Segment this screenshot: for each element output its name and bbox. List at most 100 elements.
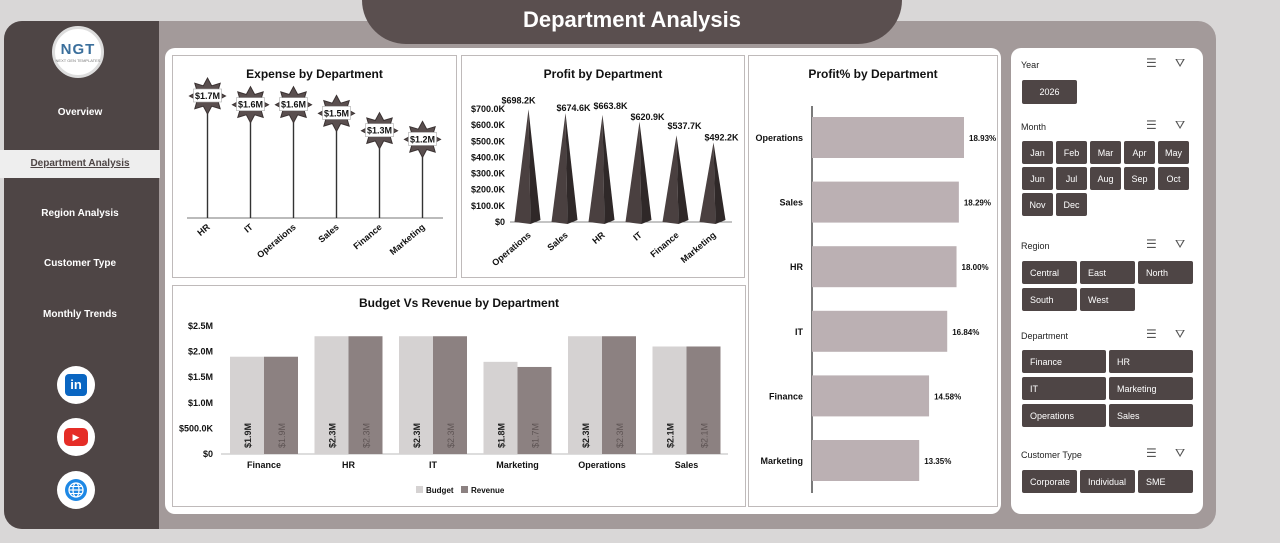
- slicer-year-2026[interactable]: 2026: [1022, 80, 1077, 104]
- slicer-department-hr[interactable]: HR: [1109, 350, 1193, 373]
- profit-pct-category-label: Sales: [779, 198, 803, 208]
- profit-category-label: Finance: [648, 230, 680, 260]
- profit-pct-bar: [812, 375, 930, 417]
- slicer-month-nov[interactable]: Nov: [1022, 193, 1053, 216]
- br-y-tick: $2.5M: [188, 321, 213, 331]
- profit-pct-bar: [812, 440, 920, 481]
- multi-select-icon[interactable]: ☰: [1146, 446, 1157, 460]
- profit-spike-right: [565, 113, 578, 224]
- slicer-region-north[interactable]: North: [1138, 261, 1193, 284]
- expense-category-label: Finance: [351, 222, 383, 252]
- revenue-data-label: $2.3M: [362, 423, 372, 448]
- slicer-month-jan[interactable]: Jan: [1022, 141, 1053, 164]
- slicer-department-finance[interactable]: Finance: [1022, 350, 1106, 373]
- profit-data-label: $698.2K: [501, 95, 536, 105]
- profit-pct-category-label: Marketing: [760, 456, 803, 466]
- profit-spike-left: [625, 121, 642, 224]
- slicer-month-feb[interactable]: Feb: [1056, 141, 1087, 164]
- profit-pct-category-label: Finance: [769, 391, 803, 401]
- slicer-department-marketing[interactable]: Marketing: [1109, 377, 1193, 400]
- profit-spike-right: [713, 142, 726, 224]
- profit-pct-data-label: 18.93%: [969, 134, 996, 143]
- br-category-label: Operations: [578, 460, 626, 470]
- multi-select-icon[interactable]: ☰: [1146, 118, 1157, 132]
- br-y-tick: $500.0K: [179, 423, 214, 433]
- slicer-month-dec[interactable]: Dec: [1056, 193, 1087, 216]
- br-category-label: IT: [429, 460, 438, 470]
- slicer-month-oct[interactable]: Oct: [1158, 167, 1189, 190]
- profit-pct-category-label: HR: [790, 262, 803, 272]
- slicer-region-east[interactable]: East: [1080, 261, 1135, 284]
- slicer-month-jun[interactable]: Jun: [1022, 167, 1053, 190]
- slicer-year-title: Year: [1021, 60, 1040, 70]
- profit-y-tick: $700.0K: [471, 104, 506, 114]
- profit-spike-right: [602, 114, 615, 224]
- profit-chart: $0 $100.0K $200.0K $300.0K $400.0K $500.0K $60…: [471, 95, 739, 268]
- slicer-month-aug[interactable]: Aug: [1090, 167, 1121, 190]
- revenue-data-label: $2.3M: [615, 423, 625, 448]
- clear-filter-icon[interactable]: ⛛: [1175, 327, 1186, 341]
- expense-data-label: $1.2M: [410, 134, 435, 144]
- multi-select-icon[interactable]: ☰: [1146, 237, 1157, 251]
- budget-data-label: $2.1M: [666, 423, 676, 448]
- budget-data-label: $1.8M: [497, 423, 507, 448]
- slicer-department-operations[interactable]: Operations: [1022, 404, 1106, 427]
- nav-item-monthly-trends[interactable]: Monthly Trends: [43, 309, 117, 320]
- profit-y-tick: $400.0K: [471, 152, 506, 162]
- revenue-data-label: $1.9M: [277, 423, 287, 448]
- br-legend-swatch: [461, 486, 468, 493]
- multi-select-icon[interactable]: ☰: [1146, 56, 1157, 70]
- clear-filter-icon[interactable]: ⛛: [1175, 118, 1186, 132]
- multi-select-icon[interactable]: ☰: [1146, 327, 1157, 341]
- profit-spike-right: [639, 121, 652, 224]
- revenue-bar: [602, 336, 636, 454]
- slicer-customer-type-corporate[interactable]: Corporate: [1022, 470, 1077, 493]
- profit-spike-right: [676, 135, 689, 224]
- nav-item-department-analysis[interactable]: Department Analysis: [0, 150, 160, 178]
- budget-revenue-card: Budget Vs Revenue by Department $0 $500.0…: [172, 285, 746, 507]
- br-y-tick: $1.0M: [188, 398, 213, 408]
- profit-y-tick: $500.0K: [471, 136, 506, 146]
- slicer-month-jul[interactable]: Jul: [1056, 167, 1087, 190]
- logo-text: NGT: [60, 41, 96, 58]
- slicer-month-apr[interactable]: Apr: [1124, 141, 1155, 164]
- profit-pct-data-label: 14.58%: [934, 392, 961, 401]
- expense-label-box: [408, 132, 437, 146]
- slicer-region-west[interactable]: West: [1080, 288, 1135, 311]
- expense-data-label: $1.5M: [324, 108, 349, 118]
- budget-data-label: $2.3M: [581, 423, 591, 448]
- nav-item-region-analysis[interactable]: Region Analysis: [41, 208, 119, 219]
- br-y-tick: $1.5M: [188, 372, 213, 382]
- linkedin-button[interactable]: in: [57, 366, 95, 404]
- profit-y-tick: $200.0K: [471, 185, 506, 195]
- budget-bar: [399, 336, 433, 454]
- slicer-department-sales[interactable]: Sales: [1109, 404, 1193, 427]
- slicer-month-sep[interactable]: Sep: [1124, 167, 1155, 190]
- expense-card: Expense by Department $1.7M HR $1.6M IT $1.6…: [172, 55, 457, 278]
- budget-data-label: $2.3M: [328, 423, 338, 448]
- nav-item-overview[interactable]: Overview: [57, 107, 103, 118]
- profit-spike-left: [699, 142, 716, 224]
- slicer-month-mar[interactable]: Mar: [1090, 141, 1121, 164]
- clear-filter-icon[interactable]: ⛛: [1175, 237, 1186, 251]
- clear-filter-icon[interactable]: ⛛: [1175, 56, 1186, 70]
- br-y-tick: $2.0M: [188, 347, 213, 357]
- slicer-region-central[interactable]: Central: [1022, 261, 1077, 284]
- revenue-bar: [264, 356, 298, 454]
- profit-spike-right: [528, 109, 541, 224]
- profit-category-label: IT: [631, 230, 644, 243]
- website-button[interactable]: [57, 471, 95, 509]
- clear-filter-icon[interactable]: ⛛: [1175, 446, 1186, 460]
- slicer-region-south[interactable]: South: [1022, 288, 1077, 311]
- expense-category-label: Marketing: [388, 222, 427, 257]
- profit-pct-category-label: IT: [795, 327, 804, 337]
- nav-item-customer-type[interactable]: Customer Type: [43, 258, 117, 269]
- profit-spike-left: [662, 135, 679, 224]
- slicer-customer-type-sme[interactable]: SME: [1138, 470, 1193, 493]
- expense-data-label: $1.6M: [238, 100, 263, 110]
- br-y-tick: $0: [203, 449, 213, 459]
- slicer-month-may[interactable]: May: [1158, 141, 1189, 164]
- youtube-button[interactable]: ▶: [57, 418, 95, 456]
- slicer-customer-type-individual[interactable]: Individual: [1080, 470, 1135, 493]
- slicer-department-it[interactable]: IT: [1022, 377, 1106, 400]
